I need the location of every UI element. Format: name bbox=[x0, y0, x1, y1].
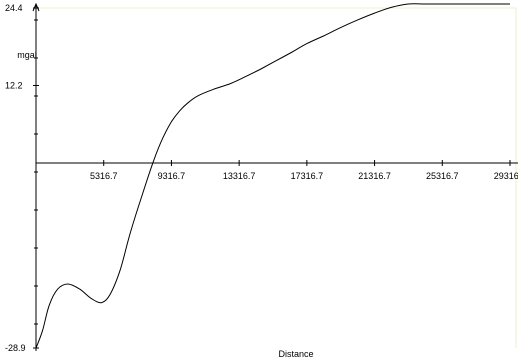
x-tick-label: 29316.7 bbox=[494, 171, 518, 181]
y-axis-title: mgal bbox=[17, 50, 37, 60]
tick-labels: 5316.7 9316.7 13316.7 17316.7 21316.7 25316.7… bbox=[5, 3, 518, 353]
tick-marks bbox=[33, 7, 511, 349]
x-tick-label: 21316.7 bbox=[358, 171, 391, 181]
y-axis-arrow bbox=[32, 2, 40, 12]
x-tick-label: 25316.7 bbox=[426, 171, 459, 181]
x-tick-label: 17316.7 bbox=[291, 171, 324, 181]
plot-frame bbox=[36, 7, 517, 348]
x-axis-title: Distance bbox=[278, 349, 313, 359]
x-tick-label: 5316.7 bbox=[90, 171, 118, 181]
axes bbox=[32, 2, 518, 351]
x-tick-label: 9316.7 bbox=[158, 171, 186, 181]
x-tick-label: 13316.7 bbox=[223, 171, 256, 181]
y-tick-label: 12.2 bbox=[5, 81, 23, 91]
series-line bbox=[35, 3, 510, 349]
y-tick-label: -28.9 bbox=[5, 343, 26, 353]
y-tick-label: 24.4 bbox=[5, 3, 23, 13]
